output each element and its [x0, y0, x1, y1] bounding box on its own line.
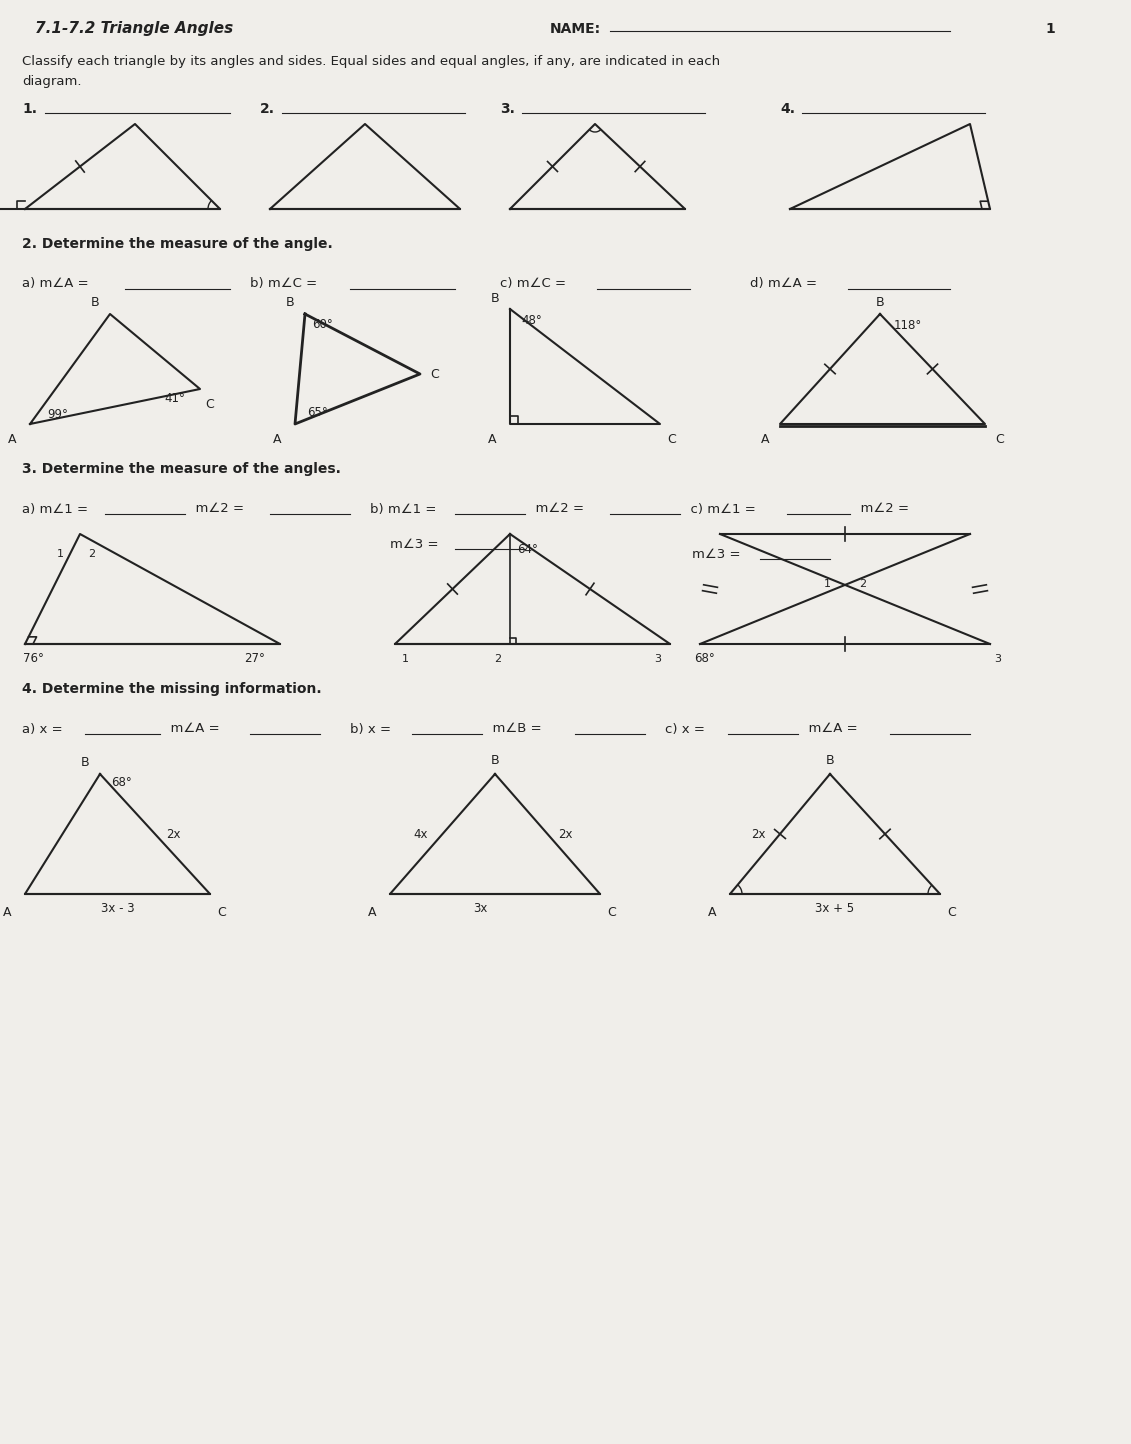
Text: B: B — [491, 293, 499, 306]
Text: C: C — [206, 397, 215, 410]
Text: C: C — [995, 433, 1004, 446]
Text: 3x - 3: 3x - 3 — [101, 902, 135, 915]
Text: 4x: 4x — [413, 827, 428, 840]
Text: a) x =: a) x = — [21, 722, 67, 735]
Text: 2.: 2. — [260, 103, 275, 116]
Text: 3. Determine the measure of the angles.: 3. Determine the measure of the angles. — [21, 462, 340, 477]
Text: 60°: 60° — [312, 318, 334, 331]
Text: 48°: 48° — [521, 315, 543, 328]
Text: B: B — [80, 755, 89, 768]
Text: 1: 1 — [1045, 22, 1055, 36]
Text: 99°: 99° — [48, 407, 69, 420]
Text: 7.1-7.2 Triangle Angles: 7.1-7.2 Triangle Angles — [35, 22, 233, 36]
Text: Classify each triangle by its angles and sides. Equal sides and equal angles, if: Classify each triangle by its angles and… — [21, 55, 720, 68]
Text: c) x =: c) x = — [665, 722, 709, 735]
Text: 2: 2 — [88, 549, 95, 559]
Text: diagram.: diagram. — [21, 75, 81, 88]
Text: 118°: 118° — [893, 319, 922, 332]
Text: B: B — [875, 296, 884, 309]
Text: 1.: 1. — [21, 103, 37, 116]
Text: 2. Determine the measure of the angle.: 2. Determine the measure of the angle. — [21, 237, 333, 251]
Text: 65°: 65° — [307, 406, 327, 419]
Text: 68°: 68° — [112, 775, 132, 788]
Text: 4. Determine the missing information.: 4. Determine the missing information. — [21, 682, 321, 696]
Text: 76°: 76° — [23, 653, 43, 666]
Text: A: A — [761, 433, 769, 446]
Text: B: B — [491, 755, 499, 768]
Text: C: C — [607, 905, 616, 918]
Text: m∠2 =: m∠2 = — [852, 503, 913, 516]
Text: a) m∠1 =: a) m∠1 = — [21, 503, 93, 516]
Text: A: A — [273, 433, 282, 446]
Text: 27°: 27° — [244, 653, 266, 666]
Text: C: C — [948, 905, 957, 918]
Text: 2: 2 — [494, 654, 501, 664]
Text: 64°: 64° — [518, 543, 538, 556]
Text: m∠A =: m∠A = — [800, 722, 862, 735]
Text: B: B — [826, 755, 835, 768]
Text: m∠3 =: m∠3 = — [390, 537, 442, 550]
Text: a) m∠A =: a) m∠A = — [21, 277, 93, 290]
Text: 68°: 68° — [694, 653, 716, 666]
Text: B: B — [90, 296, 100, 309]
Text: 1: 1 — [823, 579, 830, 589]
Text: C: C — [217, 905, 226, 918]
Text: b) x =: b) x = — [349, 722, 395, 735]
Text: b) m∠1 =: b) m∠1 = — [370, 503, 441, 516]
Text: 3x: 3x — [473, 902, 487, 915]
Text: NAME:: NAME: — [550, 22, 601, 36]
Text: 3.: 3. — [500, 103, 515, 116]
Text: b) m∠C =: b) m∠C = — [250, 277, 321, 290]
Text: 2x: 2x — [751, 827, 766, 840]
Text: A: A — [487, 433, 497, 446]
Text: 3x + 5: 3x + 5 — [815, 902, 855, 915]
Text: 41°: 41° — [165, 393, 185, 406]
Text: 3: 3 — [655, 654, 662, 664]
Text: c) m∠1 =: c) m∠1 = — [682, 503, 760, 516]
Text: 4.: 4. — [780, 103, 795, 116]
Text: 1: 1 — [402, 654, 408, 664]
Text: d) m∠A =: d) m∠A = — [750, 277, 821, 290]
Text: m∠B =: m∠B = — [484, 722, 546, 735]
Text: A: A — [8, 433, 16, 446]
Text: A: A — [2, 905, 11, 918]
Text: 2x: 2x — [559, 827, 572, 840]
Text: A: A — [368, 905, 377, 918]
Text: A: A — [708, 905, 716, 918]
Text: m∠2 =: m∠2 = — [527, 503, 588, 516]
Text: m∠3 =: m∠3 = — [692, 547, 744, 560]
Text: B: B — [286, 296, 294, 309]
Text: m∠A =: m∠A = — [162, 722, 224, 735]
Text: 2: 2 — [860, 579, 866, 589]
Text: C: C — [431, 368, 439, 381]
Text: 3: 3 — [994, 654, 1001, 664]
Text: m∠2 =: m∠2 = — [187, 503, 248, 516]
Text: c) m∠C =: c) m∠C = — [500, 277, 570, 290]
Text: C: C — [667, 433, 676, 446]
Text: 1: 1 — [57, 549, 63, 559]
Text: 2x: 2x — [166, 827, 180, 840]
